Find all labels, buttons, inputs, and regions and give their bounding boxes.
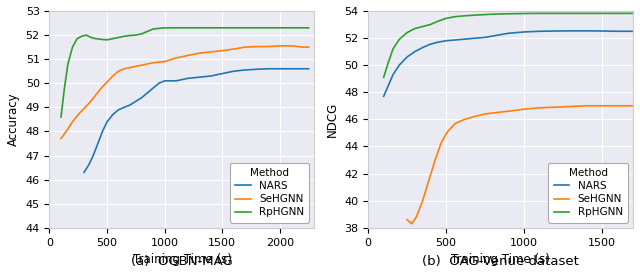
Legend: NARS, SeHGNN, RpHGNN: NARS, SeHGNN, RpHGNN — [230, 163, 309, 222]
Text: (b)  OAG-Venue dataset: (b) OAG-Venue dataset — [422, 255, 579, 268]
Text: (a)  OGBN-MAG: (a) OGBN-MAG — [131, 255, 233, 268]
Y-axis label: NDCG: NDCG — [326, 102, 339, 137]
Legend: NARS, SeHGNN, RpHGNN: NARS, SeHGNN, RpHGNN — [548, 163, 628, 222]
X-axis label: Training Time (s): Training Time (s) — [132, 253, 232, 266]
Y-axis label: Accuracy: Accuracy — [7, 93, 20, 146]
X-axis label: Training Time (s): Training Time (s) — [451, 253, 550, 266]
